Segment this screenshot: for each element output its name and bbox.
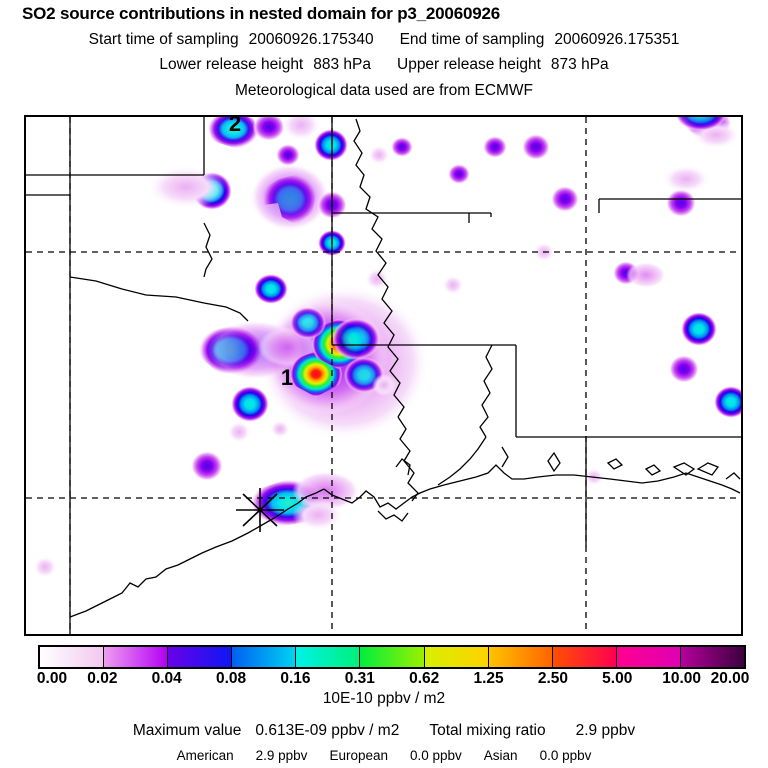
- colorbar-tick-labels: 0.00 0.02 0.04 0.08 0.16 0.31 0.62 1.25 2.50 5.00…: [0, 670, 768, 690]
- source-breakdown-line: American 2.9 ppbv European 0.0 ppbv Asian 0.0…: [0, 748, 768, 763]
- european-value: 0.0 ppbv: [410, 748, 462, 763]
- start-time-value: 20060926.175340: [248, 31, 374, 48]
- colorbar-segment-5: [360, 647, 425, 667]
- colorbar-tick-7: 1.25: [473, 670, 504, 687]
- lower-release-value: 883 hPa: [313, 56, 371, 73]
- plume-layer: [33, 117, 741, 578]
- colorbar-segment-6: [424, 647, 489, 667]
- page-title: SO2 source contributions in nested domai…: [22, 4, 500, 23]
- colorbar-segment-9: [616, 647, 681, 667]
- colorbar-segment-8: [552, 647, 617, 667]
- annotation-2: 2: [229, 117, 241, 136]
- colorbar-segment-2: [168, 647, 233, 667]
- sampling-time-line: Start time of sampling 20060926.175340 End…: [0, 31, 768, 49]
- upper-release-value: 873 hPa: [550, 56, 609, 73]
- american-value: 2.9 ppbv: [255, 748, 308, 763]
- total-mixing-ratio-label: Total mixing ratio: [429, 722, 546, 739]
- asian-value: 0.0 ppbv: [539, 748, 592, 763]
- colorbar-tick-10: 10.00: [662, 670, 702, 687]
- total-mixing-ratio-value: 2.9 ppbv: [575, 722, 636, 739]
- colorbar-segment-10: [680, 647, 745, 667]
- map-canvas: 1 2: [26, 117, 741, 634]
- map-plot-area: 1 2: [24, 115, 743, 636]
- colorbar-strip: [38, 645, 746, 669]
- colorbar-tick-6: 0.62: [409, 670, 440, 687]
- colorbar-segment-1: [104, 647, 169, 667]
- colorbar: [38, 645, 746, 669]
- end-time-label: End time of sampling: [399, 31, 545, 48]
- lower-release-label: Lower release height: [159, 56, 304, 73]
- met-data-line: Meteorological data used are from ECMWF: [234, 82, 534, 99]
- colorbar-tick-9: 5.00: [602, 670, 633, 687]
- grid-lines: [26, 117, 741, 634]
- colorbar-segment-3: [232, 647, 297, 667]
- max-value-value: 0.613E-09 ppbv / m2: [255, 722, 400, 739]
- colorbar-tick-8: 2.50: [537, 670, 568, 687]
- annotation-1: 1: [281, 365, 293, 390]
- colorbar-tick-11: 20.00: [710, 670, 750, 687]
- colorbar-tick-5: 0.31: [344, 670, 375, 687]
- european-label: European: [329, 748, 388, 763]
- american-label: American: [176, 748, 234, 763]
- release-point-star-icon: [236, 488, 284, 532]
- map-borders: [26, 117, 741, 634]
- colorbar-tick-0: 0.00: [36, 670, 68, 687]
- start-time-label: Start time of sampling: [88, 31, 239, 48]
- max-value-label: Maximum value: [132, 722, 242, 739]
- colorbar-tick-2: 0.04: [151, 670, 182, 687]
- colorbar-unit-label: 10E-10 ppbv / m2: [322, 690, 446, 707]
- release-height-line: Lower release height 883 hPa Upper release…: [0, 56, 768, 74]
- end-time-value: 20060926.175351: [554, 31, 680, 48]
- colorbar-tick-4: 0.16: [280, 670, 311, 687]
- upper-release-label: Upper release height: [397, 56, 541, 73]
- colorbar-tick-3: 0.08: [215, 670, 247, 687]
- colorbar-segment-7: [488, 647, 553, 667]
- colorbar-tick-1: 0.02: [87, 670, 118, 687]
- summary-line: Maximum value 0.613E-09 ppbv / m2 Total mi…: [0, 722, 768, 740]
- asian-label: Asian: [483, 748, 518, 763]
- colorbar-segment-4: [296, 647, 361, 667]
- colorbar-segment-0: [40, 647, 105, 667]
